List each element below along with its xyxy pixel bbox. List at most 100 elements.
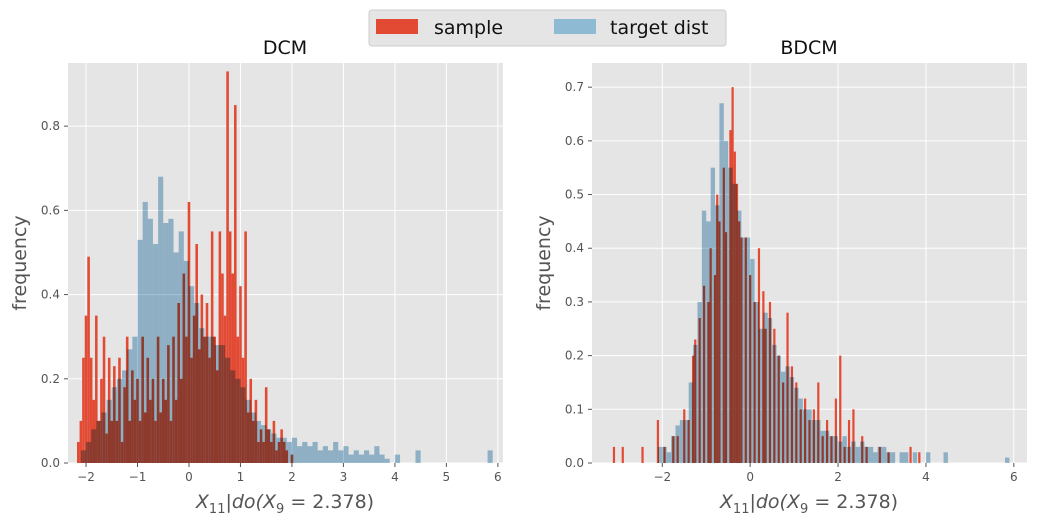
y-ticks: 0.0 0.1 0.2 0.3 0.4 0.5 0.6 0.7 (565, 80, 592, 470)
target-dist-bar (327, 450, 334, 463)
legend-label-sample: sample (434, 17, 503, 39)
sample-bar (612, 446, 616, 463)
target-dist-bar (829, 436, 834, 463)
target-dist-bar (91, 429, 97, 463)
x-tick-label: 4 (922, 470, 930, 484)
target-dist-bar (152, 244, 159, 463)
target-dist-bar (693, 344, 698, 463)
legend-frame (368, 9, 727, 47)
target-dist-bar (706, 221, 711, 463)
y-tick-label: 0.6 (41, 203, 60, 217)
target-dist-bar (384, 458, 390, 463)
sample-bar (847, 420, 851, 463)
target-dist-bar (168, 218, 174, 463)
y-tick-label: 0.2 (565, 349, 584, 363)
legend: sample target dist (368, 9, 727, 47)
target-dist-bar (899, 452, 904, 463)
y-ticks: 0.0 0.2 0.4 0.6 0.8 (41, 119, 68, 470)
target-dist-bar (132, 336, 138, 463)
target-dist-bar (776, 355, 781, 463)
sample-bar (84, 315, 88, 463)
target-dist-bar (142, 201, 148, 463)
target-dist-bar (882, 446, 887, 463)
target-dist-bar (807, 409, 812, 463)
panel-dcm: −2 −1 0 1 2 3 4 5 6 0.0 0.2 0.4 0.6 0.8 DCM frequenc… (9, 37, 503, 517)
y-axis-label: frequency (9, 215, 31, 310)
target-dist-bar (379, 454, 385, 463)
target-dist-bar (266, 429, 272, 463)
y-tick-label: 0.8 (41, 119, 60, 133)
target-dist-bar (903, 452, 909, 463)
target-dist-bar (353, 450, 359, 463)
target-dist-bar (322, 446, 328, 463)
target-dist-bar (873, 452, 878, 463)
target-dist-bar (276, 437, 282, 463)
bars (612, 87, 1010, 464)
target-dist-bar (679, 420, 685, 463)
sample-bar (231, 273, 235, 463)
target-dist-bar (96, 420, 102, 463)
x-tick-label: 5 (443, 470, 451, 484)
target-dist-bar (348, 454, 354, 463)
x-ticks: −2 −1 0 1 2 3 4 5 6 (77, 463, 502, 484)
target-dist-bar (312, 441, 318, 463)
target-dist-bar (890, 452, 896, 463)
y-tick-label: 0.5 (565, 188, 584, 202)
target-dist-bar (101, 412, 107, 463)
sample-bar (918, 452, 921, 463)
x-tick-label: 1 (237, 470, 245, 484)
target-dist-bar (199, 328, 205, 463)
grid (68, 63, 503, 464)
target-dist-bar (127, 349, 133, 463)
sample-bar (226, 71, 229, 464)
target-dist-bar (122, 370, 128, 463)
target-dist-bar (816, 420, 821, 463)
panel-bdcm: −2 0 2 4 6 0.0 0.1 0.2 0.3 0.4 0.5 0.6 0.7 BDCM fre… (533, 37, 1027, 517)
x-tick-label: 0 (185, 470, 193, 484)
target-dist-bar (675, 425, 680, 463)
y-axis-label: frequency (533, 215, 555, 310)
target-dist-bar (794, 387, 799, 463)
target-dist-bar (333, 441, 339, 463)
x-tick-label: 3 (340, 470, 348, 484)
target-dist-bar (80, 450, 87, 463)
x-tick-label: −1 (129, 470, 147, 484)
target-dist-bar (281, 437, 287, 463)
target-dist-bar (225, 357, 231, 463)
target-dist-bar (758, 328, 764, 463)
target-dist-bar (364, 450, 370, 463)
target-dist-bar (824, 430, 830, 463)
target-dist-bar (317, 450, 323, 463)
target-dist-bar (745, 237, 751, 463)
x-tick-label: 6 (1010, 470, 1018, 484)
x-tick-label: −2 (77, 470, 95, 484)
target-dist-bar (868, 446, 874, 463)
target-dist-bar (732, 183, 737, 463)
sample-bar (641, 446, 644, 463)
target-dist-bar (877, 446, 882, 463)
target-dist-bar (802, 409, 808, 463)
target-dist-bar (106, 399, 112, 463)
target-dist-bar (772, 344, 777, 463)
y-tick-label: 0.2 (41, 372, 60, 386)
y-tick-label: 0.0 (565, 456, 584, 470)
sample-bar (239, 286, 242, 463)
target-dist-bar (394, 454, 401, 463)
target-dist-bar (662, 446, 667, 463)
target-dist-bar (173, 252, 179, 463)
target-dist-bar (235, 378, 241, 463)
x-tick-label: −2 (653, 470, 671, 484)
target-dist-bar (307, 446, 313, 463)
sample-bar (82, 357, 85, 463)
target-dist-bar (338, 450, 344, 463)
target-dist-bar (785, 366, 790, 463)
target-dist-bar (209, 336, 215, 463)
target-dist-bar (487, 450, 493, 463)
target-dist-bar (343, 446, 349, 463)
target-dist-bar (763, 312, 768, 463)
y-tick-label: 0.7 (565, 80, 584, 94)
x-tick-label: 6 (494, 470, 502, 484)
target-dist-bar (697, 301, 702, 463)
x-axis-label: X11|do(X9 = 2.378) (719, 491, 898, 517)
sample-bar (95, 315, 98, 463)
